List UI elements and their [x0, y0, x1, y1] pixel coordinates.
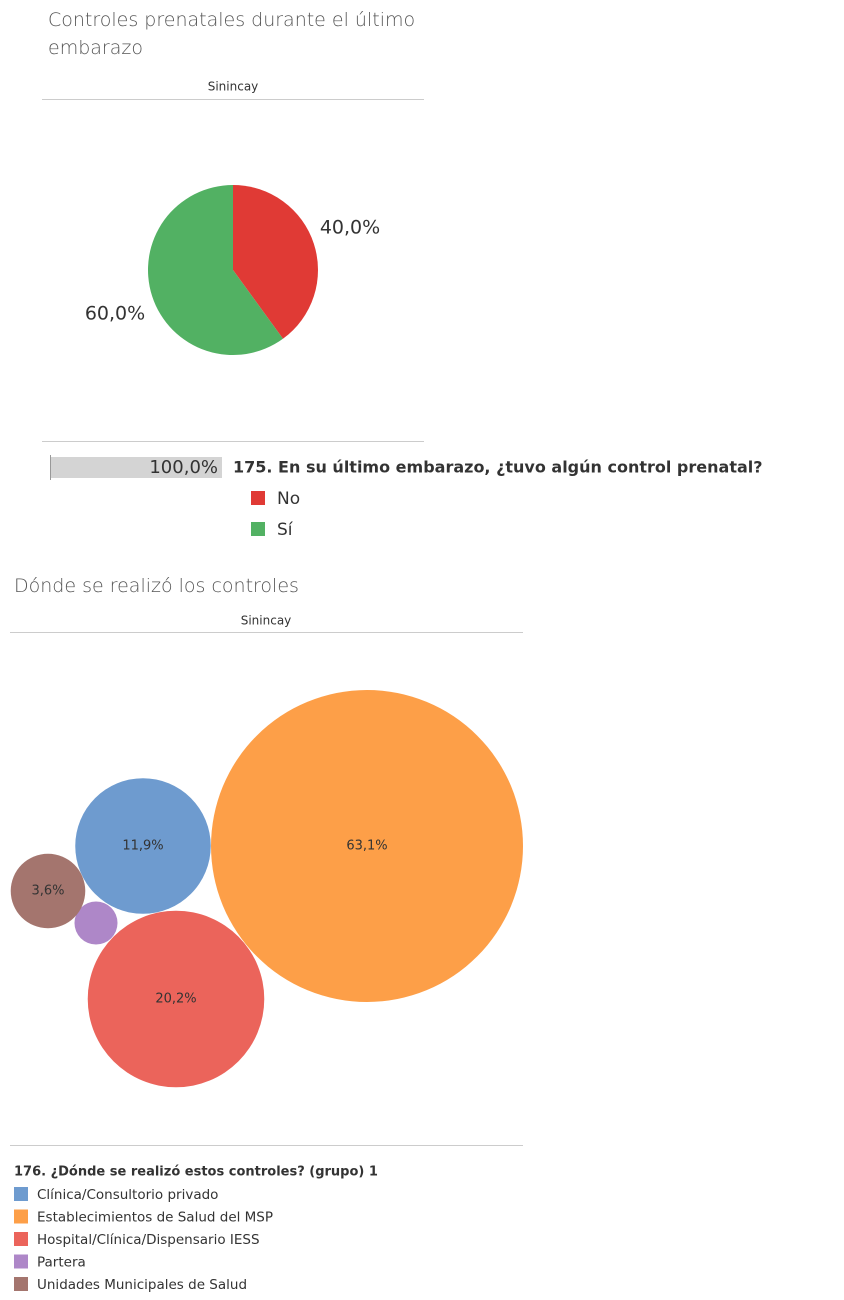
- bubble: [74, 901, 118, 945]
- data-label: 20,2%: [155, 992, 196, 1007]
- data-label: 60,0%: [85, 303, 145, 325]
- legend-title: 175. En su último embarazo, ¿tuvo algún …: [233, 458, 763, 477]
- legend-label: Sí: [277, 520, 294, 540]
- legend-swatch: [14, 1209, 28, 1224]
- total-label: 100,0%: [149, 457, 218, 478]
- legend-swatch: [14, 1277, 28, 1291]
- chart-title: Dónde se realizó los controles: [14, 575, 299, 597]
- bubble: [75, 778, 211, 914]
- legend-label: No: [277, 489, 300, 509]
- data-label: 40,0%: [320, 217, 380, 239]
- data-label: 11,9%: [122, 839, 163, 854]
- legend-swatch: [251, 522, 265, 536]
- bubble: [10, 853, 86, 929]
- legend-label: Hospital/Clínica/Dispensario IESS: [37, 1232, 260, 1248]
- pie-slice: [233, 185, 319, 339]
- subtitle: Sinincay: [208, 80, 259, 94]
- legend-label: Clínica/Consultorio privado: [37, 1187, 218, 1203]
- legend-label: Unidades Municipales de Salud: [37, 1277, 247, 1293]
- legend-label: Establecimientos de Salud del MSP: [37, 1210, 273, 1226]
- bubble: [87, 910, 265, 1088]
- legend-title: 176. ¿Dónde se realizó estos controles? …: [14, 1165, 378, 1180]
- data-label: 63,1%: [346, 839, 387, 854]
- legend-label: Partera: [37, 1255, 86, 1271]
- subtitle: Sinincay: [241, 614, 292, 628]
- chart-title: Controles prenatales durante el último e…: [48, 9, 416, 59]
- legend-swatch: [14, 1187, 28, 1201]
- total-bar: [50, 457, 222, 478]
- legend-swatch: [251, 491, 265, 505]
- legend-swatch: [14, 1232, 28, 1246]
- legend-swatch: [14, 1254, 28, 1269]
- bubble: [211, 690, 523, 1002]
- pie-slice: [148, 185, 283, 355]
- data-label: 3,6%: [31, 884, 64, 899]
